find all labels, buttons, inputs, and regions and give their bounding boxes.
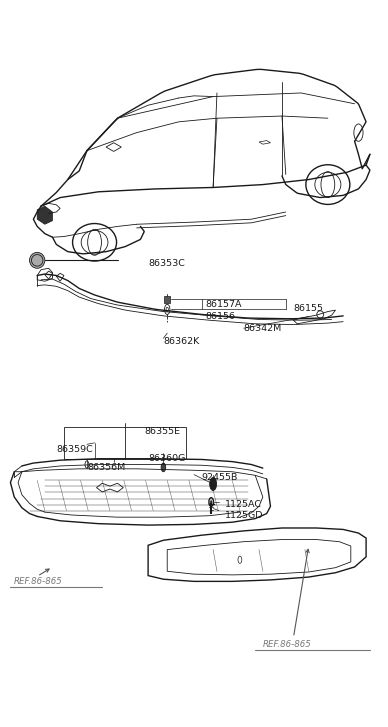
- Text: 86360G: 86360G: [148, 454, 185, 463]
- Text: REF.86-865: REF.86-865: [263, 640, 312, 649]
- Polygon shape: [37, 206, 52, 224]
- Text: 86342M: 86342M: [244, 324, 282, 333]
- Text: 86155: 86155: [293, 304, 324, 313]
- Ellipse shape: [29, 252, 45, 268]
- Text: 86355E: 86355E: [144, 427, 180, 435]
- Text: 86359C: 86359C: [56, 445, 93, 454]
- Text: 1125GD: 1125GD: [225, 511, 263, 521]
- Text: 86356M: 86356M: [87, 463, 125, 472]
- Text: 86157A: 86157A: [206, 300, 242, 309]
- Text: 86362K: 86362K: [163, 337, 200, 346]
- Bar: [164, 296, 170, 303]
- Text: 92455B: 92455B: [202, 473, 238, 482]
- Text: 86353C: 86353C: [148, 260, 185, 268]
- Text: REF.86-865: REF.86-865: [14, 577, 63, 586]
- Text: 86156: 86156: [206, 312, 236, 321]
- Circle shape: [210, 478, 217, 491]
- Circle shape: [161, 463, 166, 472]
- Text: 1125AC: 1125AC: [225, 499, 262, 509]
- Circle shape: [210, 501, 212, 504]
